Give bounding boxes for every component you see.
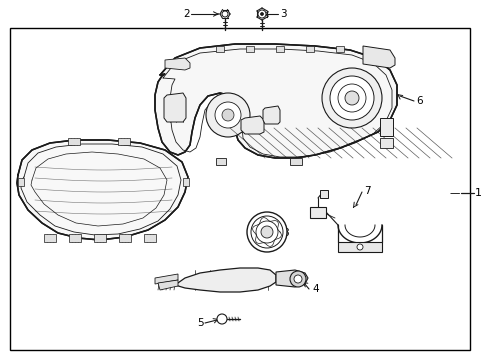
Polygon shape	[275, 270, 307, 287]
Polygon shape	[183, 178, 189, 186]
Text: 6: 6	[415, 96, 422, 106]
Text: —: —	[448, 188, 459, 198]
Polygon shape	[263, 106, 280, 124]
Text: 4: 4	[311, 284, 318, 294]
Polygon shape	[163, 93, 185, 122]
Circle shape	[246, 212, 286, 252]
Polygon shape	[155, 274, 178, 284]
Polygon shape	[68, 138, 80, 145]
Polygon shape	[216, 158, 225, 165]
Polygon shape	[18, 178, 24, 186]
Circle shape	[356, 244, 362, 250]
Polygon shape	[241, 116, 264, 134]
Circle shape	[260, 13, 263, 15]
Polygon shape	[175, 268, 275, 292]
Polygon shape	[216, 46, 224, 52]
Circle shape	[329, 76, 373, 120]
Text: 5: 5	[197, 318, 203, 328]
Polygon shape	[69, 234, 81, 242]
Circle shape	[215, 102, 241, 128]
Polygon shape	[44, 234, 56, 242]
Polygon shape	[319, 190, 327, 198]
Polygon shape	[379, 118, 392, 136]
Circle shape	[261, 226, 272, 238]
Polygon shape	[94, 234, 106, 242]
Circle shape	[293, 275, 302, 283]
Polygon shape	[374, 55, 389, 65]
Polygon shape	[362, 46, 394, 68]
Circle shape	[289, 271, 305, 287]
Circle shape	[217, 314, 226, 324]
Polygon shape	[309, 207, 325, 218]
Circle shape	[222, 11, 227, 17]
Text: 8: 8	[282, 228, 288, 238]
Polygon shape	[245, 46, 253, 52]
Polygon shape	[335, 46, 343, 52]
Text: 7: 7	[363, 186, 370, 196]
Polygon shape	[118, 138, 130, 145]
Text: 3: 3	[280, 9, 286, 19]
Polygon shape	[143, 234, 156, 242]
Text: 1: 1	[474, 188, 481, 198]
Polygon shape	[119, 234, 131, 242]
Polygon shape	[155, 44, 396, 158]
Circle shape	[205, 93, 249, 137]
Text: 2: 2	[183, 9, 190, 19]
Circle shape	[222, 109, 234, 121]
Polygon shape	[379, 138, 392, 148]
Polygon shape	[305, 46, 313, 52]
Polygon shape	[164, 58, 190, 70]
Polygon shape	[337, 242, 381, 252]
Polygon shape	[275, 46, 284, 52]
Polygon shape	[17, 140, 187, 240]
Polygon shape	[158, 280, 178, 290]
Bar	[10, 28, 469, 350]
Polygon shape	[289, 158, 302, 165]
Circle shape	[345, 91, 358, 105]
Circle shape	[321, 68, 381, 128]
Circle shape	[258, 10, 265, 18]
